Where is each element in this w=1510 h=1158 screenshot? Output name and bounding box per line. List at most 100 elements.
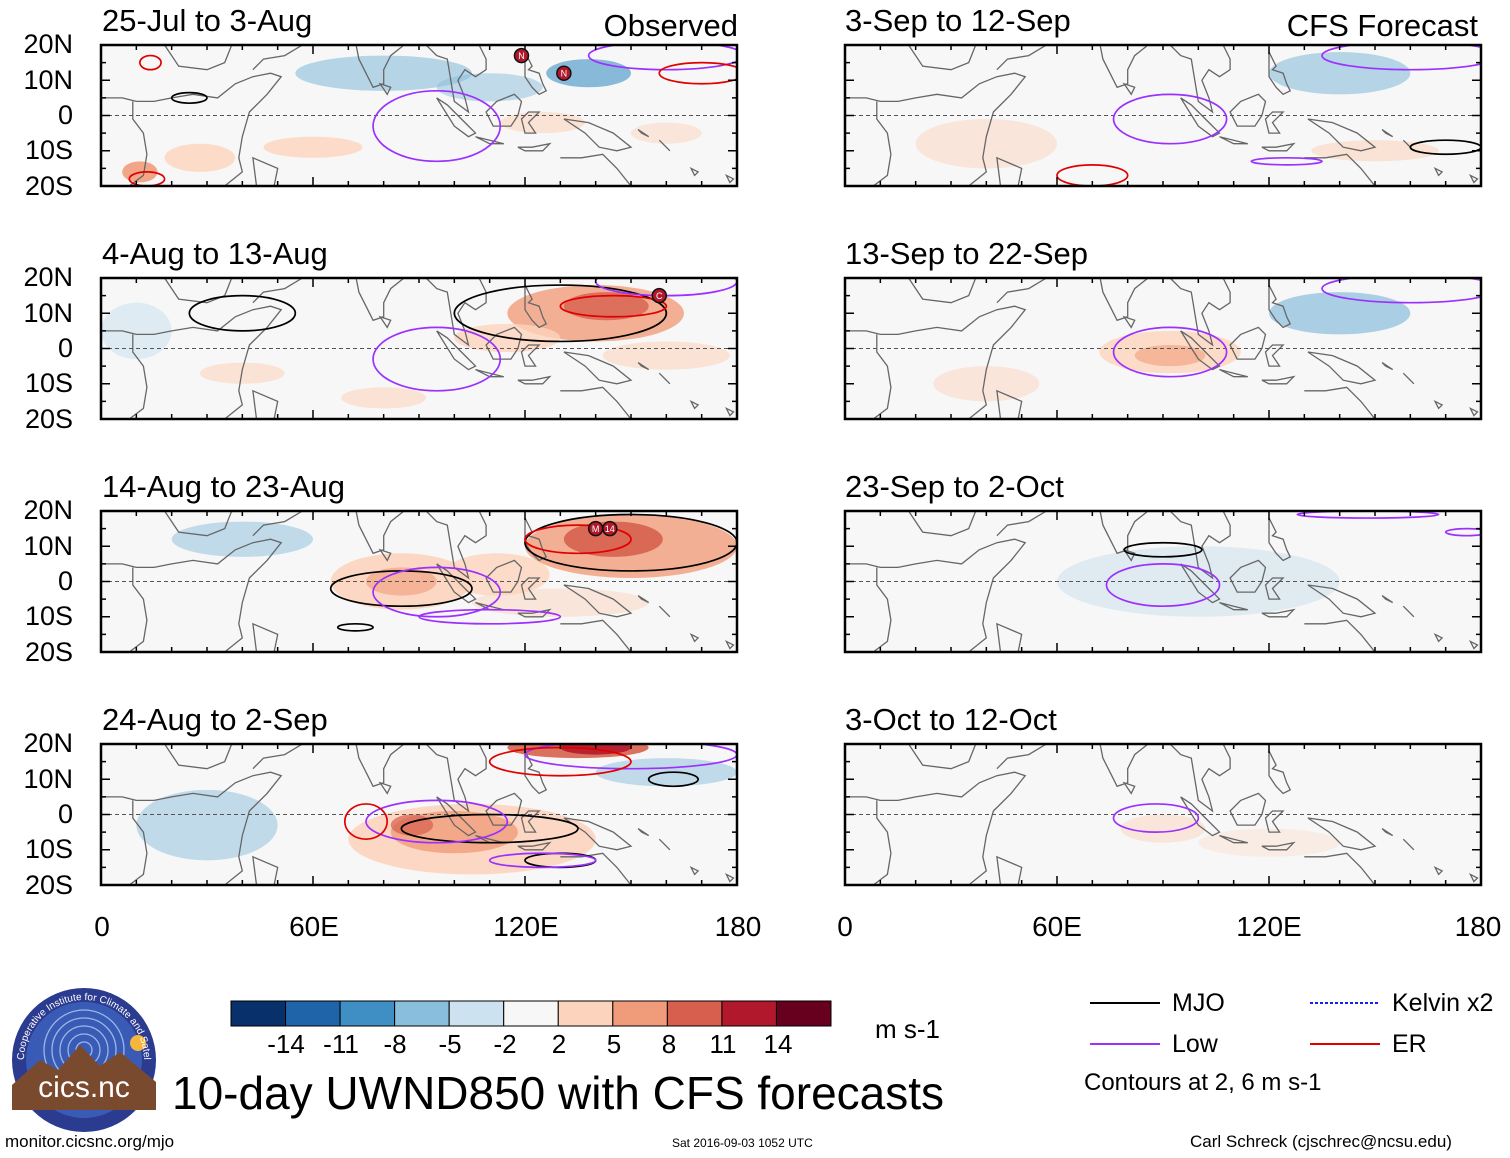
coastline bbox=[1261, 608, 1296, 618]
coastline bbox=[1268, 51, 1292, 96]
coastline bbox=[560, 852, 632, 885]
wind-anomaly-shading bbox=[263, 136, 363, 158]
er-contour bbox=[559, 294, 668, 318]
mjo-contour bbox=[170, 91, 208, 105]
coastline bbox=[164, 45, 233, 71]
coastline bbox=[1307, 817, 1377, 851]
coastline bbox=[845, 72, 1027, 186]
coastline bbox=[1219, 834, 1248, 844]
coastline bbox=[334, 511, 406, 555]
coastline bbox=[996, 389, 1023, 419]
wind-anomaly-shading bbox=[164, 143, 236, 172]
coastline bbox=[425, 511, 487, 580]
panel-title-observed-2: 4-Aug to 13-Aug bbox=[102, 236, 328, 271]
coastline bbox=[1122, 315, 1136, 329]
lat-label: 20S bbox=[24, 637, 73, 667]
wind-anomaly-shading bbox=[933, 366, 1040, 402]
coastline bbox=[1180, 563, 1221, 604]
storm-marker bbox=[602, 520, 618, 537]
storm-marker-label: C bbox=[656, 291, 663, 301]
mjo-contour bbox=[188, 294, 297, 332]
coastline bbox=[724, 173, 735, 184]
mjo-contour bbox=[453, 284, 668, 343]
lon-label: 60E bbox=[289, 911, 339, 942]
coastline bbox=[1261, 375, 1296, 385]
coastline bbox=[1433, 632, 1444, 643]
lat-label: 10N bbox=[23, 764, 73, 794]
lat-label: 10N bbox=[23, 298, 73, 328]
coastline bbox=[1122, 548, 1136, 562]
coastline bbox=[1433, 865, 1444, 876]
panel-title-forecast-1: 3-Sep to 12-Sep bbox=[845, 3, 1071, 38]
lat-label: 10S bbox=[24, 368, 73, 398]
coastline bbox=[252, 744, 303, 770]
coastline bbox=[252, 622, 279, 652]
legend-er: ER bbox=[1392, 1030, 1427, 1058]
panel-content bbox=[101, 45, 737, 186]
coastline bbox=[485, 559, 523, 593]
coastline bbox=[1169, 45, 1231, 114]
coastline bbox=[1078, 744, 1150, 788]
storm-marker-label: N bbox=[561, 69, 568, 79]
legend-mjo: MJO bbox=[1172, 989, 1225, 1017]
coastline bbox=[1307, 351, 1377, 385]
lat-label: 20N bbox=[23, 29, 73, 59]
coastline bbox=[1468, 639, 1479, 650]
coastline bbox=[436, 796, 477, 837]
coastline bbox=[425, 45, 487, 114]
low-contour bbox=[587, 45, 737, 71]
storm-marker-label: N bbox=[518, 51, 525, 61]
wind-anomaly-shading bbox=[1134, 344, 1206, 367]
wind-anomaly-shading bbox=[915, 119, 1057, 169]
colorbar-segment bbox=[230, 1000, 287, 1027]
coastline bbox=[1229, 326, 1267, 360]
colorbar-label: -5 bbox=[438, 1029, 462, 1059]
panel-title-forecast-4: 3-Oct to 12-Oct bbox=[845, 702, 1057, 737]
wind-anomaly-shading bbox=[171, 521, 313, 557]
coastline bbox=[637, 362, 650, 371]
coastline bbox=[1381, 595, 1394, 604]
er-contour bbox=[524, 524, 632, 555]
coastline bbox=[1433, 166, 1444, 177]
coastline bbox=[1381, 129, 1394, 138]
low-contour bbox=[1444, 527, 1481, 537]
coastline bbox=[252, 511, 303, 537]
coastline bbox=[252, 278, 303, 304]
logo-sun bbox=[130, 1035, 146, 1051]
coastline bbox=[1261, 142, 1296, 152]
low-contour bbox=[372, 566, 502, 618]
wind-anomaly-shading bbox=[546, 59, 631, 88]
coastline bbox=[996, 855, 1023, 885]
coastline bbox=[1381, 828, 1394, 837]
panel-content bbox=[101, 511, 737, 652]
panel-title-observed-3: 14-Aug to 23-Aug bbox=[102, 469, 346, 504]
colorbar-label: 8 bbox=[661, 1029, 677, 1059]
colorbar-label: 14 bbox=[763, 1029, 793, 1059]
coastline bbox=[1169, 744, 1231, 813]
coastline bbox=[845, 305, 1027, 419]
coastline bbox=[908, 45, 977, 71]
coastline bbox=[524, 51, 548, 96]
coastline bbox=[378, 82, 392, 96]
colorbar-label: -14 bbox=[267, 1029, 305, 1059]
coastline bbox=[1180, 330, 1221, 371]
coastline bbox=[517, 142, 552, 152]
lon-label: 180 bbox=[1454, 911, 1502, 942]
wind-anomaly-shading bbox=[1269, 292, 1411, 335]
mjo-contour bbox=[336, 622, 374, 632]
coastline bbox=[1304, 852, 1376, 885]
low-contour bbox=[1112, 326, 1228, 378]
coastline bbox=[1468, 173, 1479, 184]
coastline bbox=[1122, 781, 1136, 795]
coastline bbox=[637, 129, 650, 138]
low-contour bbox=[1112, 803, 1200, 833]
coastline bbox=[164, 511, 233, 537]
panel-content bbox=[101, 744, 737, 885]
lon-label: 180 bbox=[714, 911, 762, 942]
coastline bbox=[637, 595, 650, 604]
coastline bbox=[1307, 584, 1377, 618]
lat-label: 0 bbox=[57, 333, 73, 363]
coastline bbox=[252, 156, 279, 186]
author-credit: Carl Schreck (cjschrec@ncsu.edu) bbox=[1190, 1132, 1452, 1151]
map-panel bbox=[843, 276, 1483, 421]
